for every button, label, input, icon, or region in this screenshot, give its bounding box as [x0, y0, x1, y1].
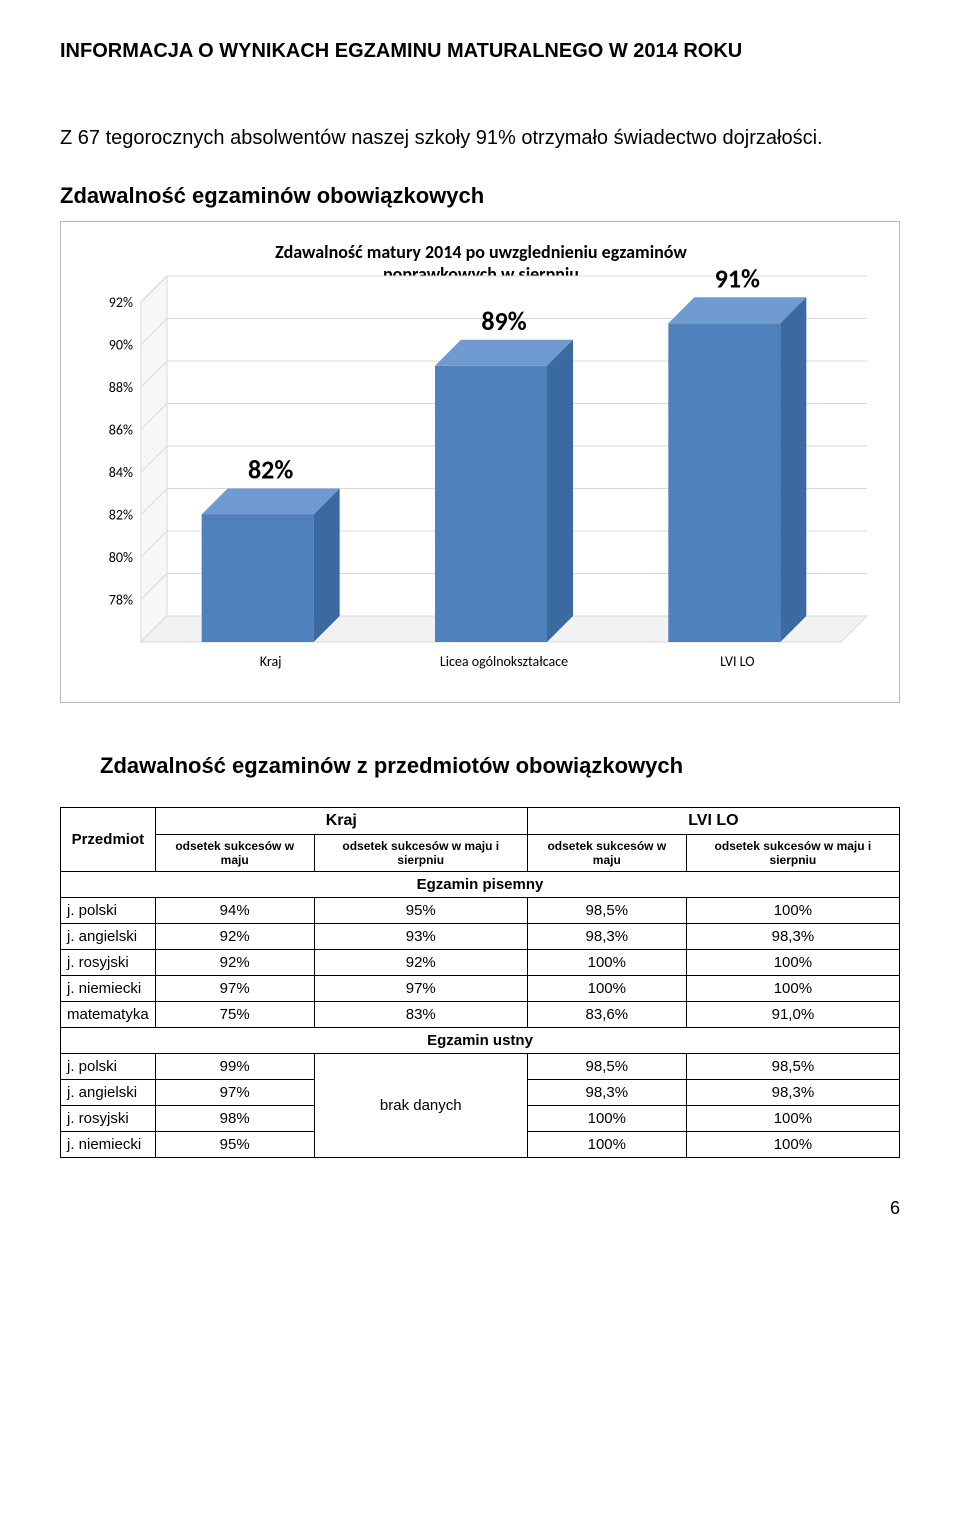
table-cell: 98%: [155, 1106, 314, 1132]
col-group-lvi: LVI LO: [527, 808, 899, 835]
table-cell: 100%: [686, 1132, 899, 1158]
table-cell: 95%: [314, 898, 527, 924]
page-title: INFORMACJA O WYNIKACH EGZAMINU MATURALNE…: [60, 40, 900, 63]
table-cell: 83,6%: [527, 1002, 686, 1028]
table-cell: 100%: [527, 950, 686, 976]
svg-text:91%: 91%: [715, 262, 760, 294]
col-subject: Przedmiot: [61, 808, 156, 872]
table-cell: 92%: [314, 950, 527, 976]
table-cell: 92%: [155, 924, 314, 950]
table-cell: 100%: [686, 976, 899, 1002]
table-cell: 100%: [527, 1106, 686, 1132]
svg-text:78%: 78%: [109, 592, 133, 609]
svg-text:88%: 88%: [109, 379, 133, 396]
table-subject: j. angielski: [61, 924, 156, 950]
table-cell: 100%: [686, 898, 899, 924]
intro-text: Z 67 tegorocznych absolwentów naszej szk…: [60, 123, 900, 153]
table-cell: 83%: [314, 1002, 527, 1028]
chart-container: Zdawalność matury 2014 po uwzglednieniu …: [60, 221, 900, 703]
results-table: Przedmiot Kraj LVI LO odsetek sukcesów w…: [60, 807, 900, 1158]
table-cell: 100%: [686, 950, 899, 976]
svg-text:86%: 86%: [109, 422, 133, 439]
table-cell: 97%: [314, 976, 527, 1002]
table-subject: j. polski: [61, 898, 156, 924]
section-written: Egzamin pisemny: [61, 872, 900, 898]
table-subject: j. angielski: [61, 1080, 156, 1106]
table-cell: 100%: [527, 976, 686, 1002]
table-cell: 91,0%: [686, 1002, 899, 1028]
table-cell: 100%: [686, 1106, 899, 1132]
table-cell: 98,3%: [686, 924, 899, 950]
table-cell: 98,5%: [527, 1054, 686, 1080]
table-cell: 98,3%: [686, 1080, 899, 1106]
col-group-kraj: Kraj: [155, 808, 527, 835]
col-sub4: odsetek sukcesów w maju i sierpniu: [686, 835, 899, 872]
table-cell: 98,5%: [686, 1054, 899, 1080]
svg-text:82%: 82%: [109, 507, 133, 524]
table-cell: 92%: [155, 950, 314, 976]
svg-text:80%: 80%: [109, 549, 133, 566]
section-heading-2: Zdawalność egzaminów z przedmiotów obowi…: [100, 753, 900, 779]
section-heading-1: Zdawalność egzaminów obowiązkowych: [60, 183, 900, 209]
col-sub1: odsetek sukcesów w maju: [155, 835, 314, 872]
table-cell: 98,3%: [527, 1080, 686, 1106]
table-subject: j. rosyjski: [61, 950, 156, 976]
svg-text:90%: 90%: [109, 337, 133, 354]
table-cell: 98,5%: [527, 898, 686, 924]
table-cell: 100%: [527, 1132, 686, 1158]
table-cell: 93%: [314, 924, 527, 950]
section-oral: Egzamin ustny: [61, 1028, 900, 1054]
table-cell: 97%: [155, 976, 314, 1002]
col-sub3: odsetek sukcesów w maju: [527, 835, 686, 872]
table-cell: 94%: [155, 898, 314, 924]
page-number: 6: [60, 1198, 900, 1219]
table-subject: matematyka: [61, 1002, 156, 1028]
svg-text:Kraj: Kraj: [260, 653, 282, 670]
table-cell: 98,3%: [527, 924, 686, 950]
bar-chart: Zdawalność matury 2014 po uwzglednieniu …: [71, 232, 891, 702]
col-sub2: odsetek sukcesów w maju i sierpniu: [314, 835, 527, 872]
svg-text:92%: 92%: [109, 294, 133, 311]
table-subject: j. niemiecki: [61, 976, 156, 1002]
table-subject: j. polski: [61, 1054, 156, 1080]
svg-text:Zdawalność matury 2014 po uwzg: Zdawalność matury 2014 po uwzglednieniu …: [275, 241, 687, 263]
table-cell: 99%: [155, 1054, 314, 1080]
table-subject: j. rosyjski: [61, 1106, 156, 1132]
table-cell: 97%: [155, 1080, 314, 1106]
table-cell: 75%: [155, 1002, 314, 1028]
no-data-cell: brak danych: [314, 1054, 527, 1158]
svg-text:Licea ogólnokształcace: Licea ogólnokształcace: [440, 653, 568, 670]
table-cell: 95%: [155, 1132, 314, 1158]
svg-text:84%: 84%: [109, 464, 133, 481]
svg-text:89%: 89%: [481, 305, 526, 337]
svg-text:LVI LO: LVI LO: [720, 653, 754, 670]
svg-text:82%: 82%: [248, 454, 293, 486]
table-subject: j. niemiecki: [61, 1132, 156, 1158]
